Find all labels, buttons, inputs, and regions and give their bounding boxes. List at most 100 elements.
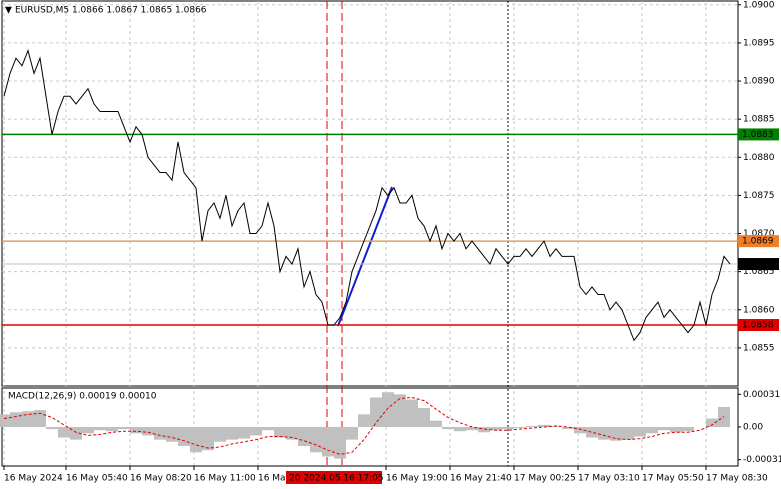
macd-bar xyxy=(130,427,142,434)
macd-bar xyxy=(598,427,610,440)
macd-bar xyxy=(370,397,382,427)
macd-bar xyxy=(346,427,358,440)
macd-bar xyxy=(262,427,274,431)
macd-bar xyxy=(274,427,286,438)
level-label-box xyxy=(738,258,779,271)
macd-bar xyxy=(214,427,226,442)
macd-bar xyxy=(154,427,166,440)
macd-bar xyxy=(634,427,646,437)
level-label: 1.0883 xyxy=(742,130,774,140)
macd-bar xyxy=(202,427,214,451)
macd-bar xyxy=(142,427,154,436)
macd-bar xyxy=(586,427,598,438)
macd-bar xyxy=(250,427,262,436)
level-label-box xyxy=(738,128,779,141)
y-tick-label: 1.0890 xyxy=(743,77,775,87)
y-tick-label: 1.0895 xyxy=(743,38,775,48)
y-tick-label: 1.0855 xyxy=(743,343,775,353)
trend-line xyxy=(337,186,393,327)
macd-bar xyxy=(394,394,406,427)
y-tick-label: 1.0860 xyxy=(743,305,775,315)
macd-bar xyxy=(286,427,298,440)
macd-bar xyxy=(358,414,370,427)
macd-bar xyxy=(502,427,514,430)
macd-title: MACD(12,26,9) 0.00019 0.00010 xyxy=(8,392,157,402)
macd-bar xyxy=(418,408,430,427)
macd-bar xyxy=(190,427,202,453)
y-tick-label: 1.0865 xyxy=(743,267,775,277)
main-frame xyxy=(1,0,739,387)
x-tick-label: 16 May 08:20 xyxy=(130,474,192,484)
x-tick-label: 16 May 11:00 xyxy=(194,474,256,484)
x-tick-label: 16 May 21:40 xyxy=(450,474,512,484)
macd-bar xyxy=(526,425,538,427)
macd-bar xyxy=(70,427,82,440)
chart-title: EURUSD,M5 1.0866 1.0867 1.0865 1.0866 xyxy=(15,6,207,16)
macd-bar xyxy=(490,427,502,431)
macd-bar xyxy=(406,399,418,427)
level-label-box xyxy=(738,319,779,332)
y-tick-label: -0.00031 xyxy=(743,455,781,465)
macd-bar xyxy=(226,427,238,440)
x-tick-label: 17 May 05:50 xyxy=(642,474,704,484)
macd-bar xyxy=(46,427,58,430)
level-label: 1.0858 xyxy=(742,321,774,331)
macd-bar xyxy=(562,427,574,430)
macd-bar xyxy=(58,427,70,438)
y-tick-label: 1.0900 xyxy=(743,0,775,10)
level-label-box xyxy=(738,235,779,248)
macd-bar xyxy=(670,427,682,433)
macd-bar xyxy=(118,427,130,430)
level-label: 1.0869 xyxy=(742,237,774,247)
x-tick-label: 16 May 19:00 xyxy=(386,474,448,484)
macd-bar xyxy=(478,427,490,433)
macd-bar xyxy=(658,427,670,431)
macd-bar xyxy=(706,418,718,427)
y-tick-label: 0.00 xyxy=(743,423,763,433)
macd-bar xyxy=(682,427,694,432)
x-tick-label: 16 May 05:40 xyxy=(66,474,128,484)
y-tick-label: 1.0885 xyxy=(743,115,775,125)
y-tick-label: 0.00031 xyxy=(743,390,780,400)
crosshair-label-box xyxy=(286,471,382,484)
y-tick-label: 1.0870 xyxy=(743,229,775,239)
macd-bar xyxy=(442,427,454,430)
menu-icon[interactable]: ▼ xyxy=(5,6,12,16)
macd-bar xyxy=(514,427,526,429)
price-line xyxy=(3,48,731,342)
macd-bar xyxy=(538,424,550,427)
x-tick-label: 17 May 03:10 xyxy=(578,474,640,484)
macd-bar xyxy=(0,414,10,427)
x-tick-label: 17 May 00:25 xyxy=(514,474,576,484)
macd-bar xyxy=(454,427,466,432)
macd-bar xyxy=(178,427,190,446)
level-label: 1.0866 xyxy=(742,260,774,270)
macd-bar xyxy=(238,427,250,439)
macd-bar xyxy=(298,427,310,446)
macd-bar xyxy=(82,427,94,434)
macd-bar xyxy=(34,410,46,427)
macd-bar xyxy=(166,427,178,442)
y-tick-label: 1.0880 xyxy=(743,153,775,163)
macd-bar xyxy=(550,425,562,427)
macd-bar xyxy=(334,427,346,459)
macd-bar xyxy=(22,411,34,427)
macd-bar xyxy=(382,392,394,427)
x-tick-label: 17 May 08:30 xyxy=(706,474,768,484)
macd-bar xyxy=(310,427,322,453)
y-tick-label: 1.0875 xyxy=(743,191,775,201)
macd-bar xyxy=(106,427,118,432)
x-tick-label: 16 May xyxy=(258,474,292,484)
signal-line xyxy=(3,396,725,455)
macd-bar xyxy=(430,420,442,427)
crosshair-label: 20 2024.05.16 17:05 xyxy=(289,474,384,484)
macd-bar xyxy=(610,427,622,441)
macd-bar xyxy=(466,427,478,431)
macd-bar xyxy=(622,427,634,440)
macd-bar xyxy=(94,427,106,431)
macd-bar xyxy=(574,427,586,434)
macd-bar xyxy=(646,427,658,434)
macd-bar xyxy=(10,412,22,427)
x-tick-label: 16 May 2024 xyxy=(4,474,63,484)
